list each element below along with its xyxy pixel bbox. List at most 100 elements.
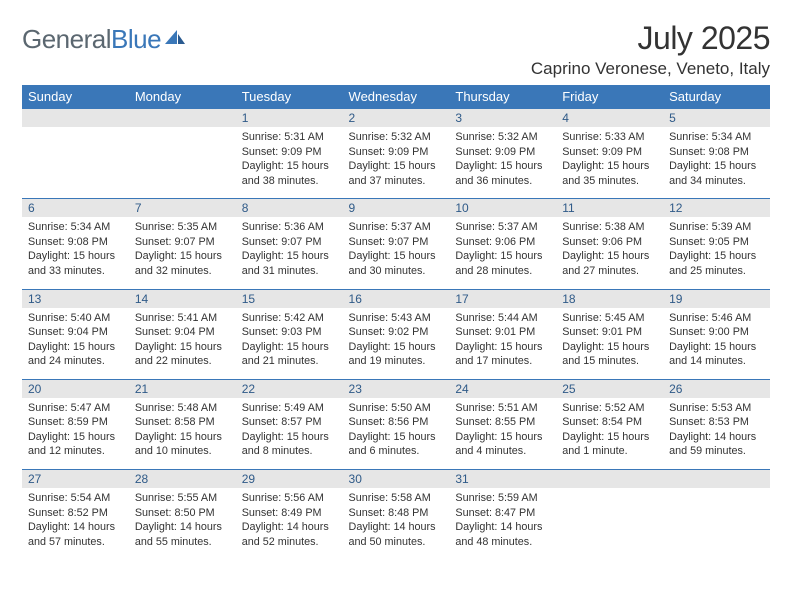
sunrise-text: Sunrise: 5:53 AM [669,401,764,416]
sunset-text: Sunset: 9:07 PM [349,235,444,250]
day-number-cell: 27 [22,470,129,489]
sunset-text: Sunset: 9:06 PM [562,235,657,250]
day-number-cell: 15 [236,289,343,308]
sunset-text: Sunset: 8:49 PM [242,506,337,521]
day-number-cell: 23 [343,379,450,398]
day-number-cell: 26 [663,379,770,398]
weekday-header: Saturday [663,85,770,109]
sunset-text: Sunset: 9:02 PM [349,325,444,340]
day-detail-cell: Sunrise: 5:44 AMSunset: 9:01 PMDaylight:… [449,308,556,380]
day-number-cell: 9 [343,199,450,218]
sunrise-text: Sunrise: 5:45 AM [562,311,657,326]
day-number-cell: 12 [663,199,770,218]
sunrise-text: Sunrise: 5:36 AM [242,220,337,235]
logo: GeneralBlue [22,24,187,55]
day-number-cell: 5 [663,109,770,128]
sunrise-text: Sunrise: 5:49 AM [242,401,337,416]
day-detail-cell: Sunrise: 5:40 AMSunset: 9:04 PMDaylight:… [22,308,129,380]
day-number-cell: 30 [343,470,450,489]
day-detail-cell: Sunrise: 5:42 AMSunset: 9:03 PMDaylight:… [236,308,343,380]
sunrise-text: Sunrise: 5:41 AM [135,311,230,326]
daylight-text: Daylight: 15 hours and 14 minutes. [669,340,764,369]
daylight-text: Daylight: 15 hours and 12 minutes. [28,430,123,459]
sunrise-text: Sunrise: 5:56 AM [242,491,337,506]
day-detail-cell: Sunrise: 5:33 AMSunset: 9:09 PMDaylight:… [556,127,663,199]
day-detail-cell: Sunrise: 5:41 AMSunset: 9:04 PMDaylight:… [129,308,236,380]
sunrise-text: Sunrise: 5:32 AM [349,130,444,145]
sunset-text: Sunset: 8:54 PM [562,415,657,430]
sunset-text: Sunset: 9:01 PM [455,325,550,340]
daylight-text: Daylight: 15 hours and 35 minutes. [562,159,657,188]
sunset-text: Sunset: 9:06 PM [455,235,550,250]
day-number-cell: 20 [22,379,129,398]
daylight-text: Daylight: 15 hours and 37 minutes. [349,159,444,188]
day-number-cell: 14 [129,289,236,308]
sunrise-text: Sunrise: 5:33 AM [562,130,657,145]
day-number-cell: 4 [556,109,663,128]
day-detail-cell [22,127,129,199]
day-number-cell: 1 [236,109,343,128]
daylight-text: Daylight: 14 hours and 50 minutes. [349,520,444,549]
sunset-text: Sunset: 9:08 PM [669,145,764,160]
day-detail-cell: Sunrise: 5:39 AMSunset: 9:05 PMDaylight:… [663,217,770,289]
sunset-text: Sunset: 8:55 PM [455,415,550,430]
day-number-cell: 6 [22,199,129,218]
sunset-text: Sunset: 8:59 PM [28,415,123,430]
daylight-text: Daylight: 15 hours and 36 minutes. [455,159,550,188]
daylight-text: Daylight: 15 hours and 21 minutes. [242,340,337,369]
day-number-cell: 28 [129,470,236,489]
daylight-text: Daylight: 15 hours and 31 minutes. [242,249,337,278]
sunset-text: Sunset: 9:09 PM [562,145,657,160]
logo-text-gray: General [22,24,111,54]
month-title: July 2025 [531,20,770,57]
weekday-header: Monday [129,85,236,109]
sunrise-text: Sunrise: 5:34 AM [669,130,764,145]
day-detail-cell: Sunrise: 5:58 AMSunset: 8:48 PMDaylight:… [343,488,450,559]
weekday-header: Friday [556,85,663,109]
sunset-text: Sunset: 9:09 PM [455,145,550,160]
day-detail-cell: Sunrise: 5:32 AMSunset: 9:09 PMDaylight:… [343,127,450,199]
sunset-text: Sunset: 8:58 PM [135,415,230,430]
day-number-cell: 13 [22,289,129,308]
day-detail-row: Sunrise: 5:34 AMSunset: 9:08 PMDaylight:… [22,217,770,289]
sunrise-text: Sunrise: 5:37 AM [349,220,444,235]
day-detail-row: Sunrise: 5:54 AMSunset: 8:52 PMDaylight:… [22,488,770,559]
day-number-row: 12345 [22,109,770,128]
daylight-text: Daylight: 15 hours and 22 minutes. [135,340,230,369]
sunset-text: Sunset: 9:03 PM [242,325,337,340]
logo-text-blue: Blue [111,24,161,54]
day-number-cell: 3 [449,109,556,128]
daylight-text: Daylight: 15 hours and 8 minutes. [242,430,337,459]
day-detail-cell: Sunrise: 5:59 AMSunset: 8:47 PMDaylight:… [449,488,556,559]
sunrise-text: Sunrise: 5:38 AM [562,220,657,235]
weekday-header-row: Sunday Monday Tuesday Wednesday Thursday… [22,85,770,109]
daylight-text: Daylight: 15 hours and 38 minutes. [242,159,337,188]
daylight-text: Daylight: 15 hours and 24 minutes. [28,340,123,369]
day-number-cell: 10 [449,199,556,218]
day-detail-cell: Sunrise: 5:49 AMSunset: 8:57 PMDaylight:… [236,398,343,470]
sunset-text: Sunset: 9:07 PM [135,235,230,250]
daylight-text: Daylight: 15 hours and 33 minutes. [28,249,123,278]
sunrise-text: Sunrise: 5:51 AM [455,401,550,416]
daylight-text: Daylight: 15 hours and 15 minutes. [562,340,657,369]
sunset-text: Sunset: 9:01 PM [562,325,657,340]
sunrise-text: Sunrise: 5:31 AM [242,130,337,145]
sunset-text: Sunset: 9:05 PM [669,235,764,250]
weekday-header: Wednesday [343,85,450,109]
sunrise-text: Sunrise: 5:55 AM [135,491,230,506]
daylight-text: Daylight: 15 hours and 32 minutes. [135,249,230,278]
calendar-page: GeneralBlue July 2025 Caprino Veronese, … [0,0,792,579]
day-number-cell: 17 [449,289,556,308]
sunrise-text: Sunrise: 5:32 AM [455,130,550,145]
sunset-text: Sunset: 8:48 PM [349,506,444,521]
daylight-text: Daylight: 15 hours and 10 minutes. [135,430,230,459]
day-detail-cell [129,127,236,199]
sunset-text: Sunset: 8:50 PM [135,506,230,521]
day-detail-row: Sunrise: 5:47 AMSunset: 8:59 PMDaylight:… [22,398,770,470]
sunset-text: Sunset: 9:04 PM [135,325,230,340]
day-number-row: 2728293031 [22,470,770,489]
location-text: Caprino Veronese, Veneto, Italy [531,59,770,79]
sunrise-text: Sunrise: 5:39 AM [669,220,764,235]
daylight-text: Daylight: 15 hours and 4 minutes. [455,430,550,459]
day-detail-cell: Sunrise: 5:50 AMSunset: 8:56 PMDaylight:… [343,398,450,470]
